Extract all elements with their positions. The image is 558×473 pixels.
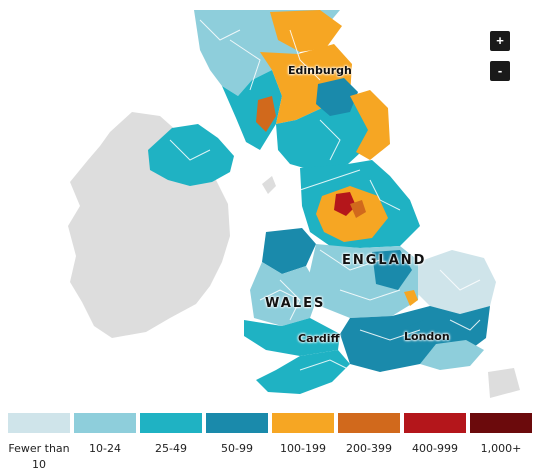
legend-label: 25-49 <box>155 442 187 455</box>
isle-of-man <box>262 176 276 194</box>
legend-swatch <box>272 413 334 433</box>
legend-item: 50-99 <box>206 413 268 457</box>
legend-item: 10-24 <box>74 413 136 457</box>
region-wales-north <box>262 228 316 274</box>
region-birmingham <box>404 290 418 306</box>
legend-item: Fewer than 10 <box>8 413 70 473</box>
zoom-out-button[interactable]: - <box>490 61 510 81</box>
legend-swatch <box>74 413 136 433</box>
legend-label: 400-999 <box>412 442 458 455</box>
region-manchester <box>334 192 356 216</box>
france-coast <box>488 368 520 398</box>
legend-item: 200-399 <box>338 413 400 457</box>
legend-label: 100-199 <box>280 442 326 455</box>
region-wales-south <box>244 318 340 356</box>
label-england: ENGLAND <box>342 253 427 268</box>
region-east-midlands <box>372 250 412 290</box>
region-london <box>404 320 440 346</box>
legend-swatch <box>8 413 70 433</box>
legend-label: 1,000+ <box>480 442 522 455</box>
zoom-in-button[interactable]: + <box>490 31 510 51</box>
region-leeds <box>350 200 366 218</box>
region-scotland-borders <box>316 78 358 116</box>
region-south-east <box>420 340 484 370</box>
label-wales: WALES <box>265 296 326 311</box>
legend-label: 10-24 <box>89 442 121 455</box>
label-cardiff: Cardiff <box>298 332 340 345</box>
label-edinburgh: Edinburgh <box>288 64 352 77</box>
label-london: London <box>404 330 450 343</box>
legend: Fewer than 10 10-24 25-49 50-99 100-199 … <box>8 413 538 471</box>
legend-label: 50-99 <box>221 442 253 455</box>
authority-borders <box>169 19 481 371</box>
legend-swatch <box>404 413 466 433</box>
legend-label: Fewer than 10 <box>8 442 70 471</box>
legend-item: 1,000+ <box>470 413 532 457</box>
region-east-anglia <box>418 250 496 314</box>
legend-label: 200-399 <box>346 442 392 455</box>
region-south-west <box>256 350 350 394</box>
legend-swatch <box>470 413 532 433</box>
legend-swatch <box>140 413 202 433</box>
legend-swatch <box>338 413 400 433</box>
region-wales-mid <box>250 262 320 326</box>
legend-item: 25-49 <box>140 413 202 457</box>
region-northern-ireland <box>148 124 234 186</box>
region-yorkshire-hotspot <box>316 186 388 242</box>
legend-item: 100-199 <box>272 413 334 457</box>
region-north-east-coast <box>350 90 390 160</box>
region-scotland-north-east <box>270 10 342 52</box>
legend-item: 400-999 <box>404 413 466 457</box>
region-scotland-south <box>276 96 372 172</box>
choropleth-map[interactable] <box>0 0 558 400</box>
legend-swatch <box>206 413 268 433</box>
region-glasgow <box>256 96 276 132</box>
